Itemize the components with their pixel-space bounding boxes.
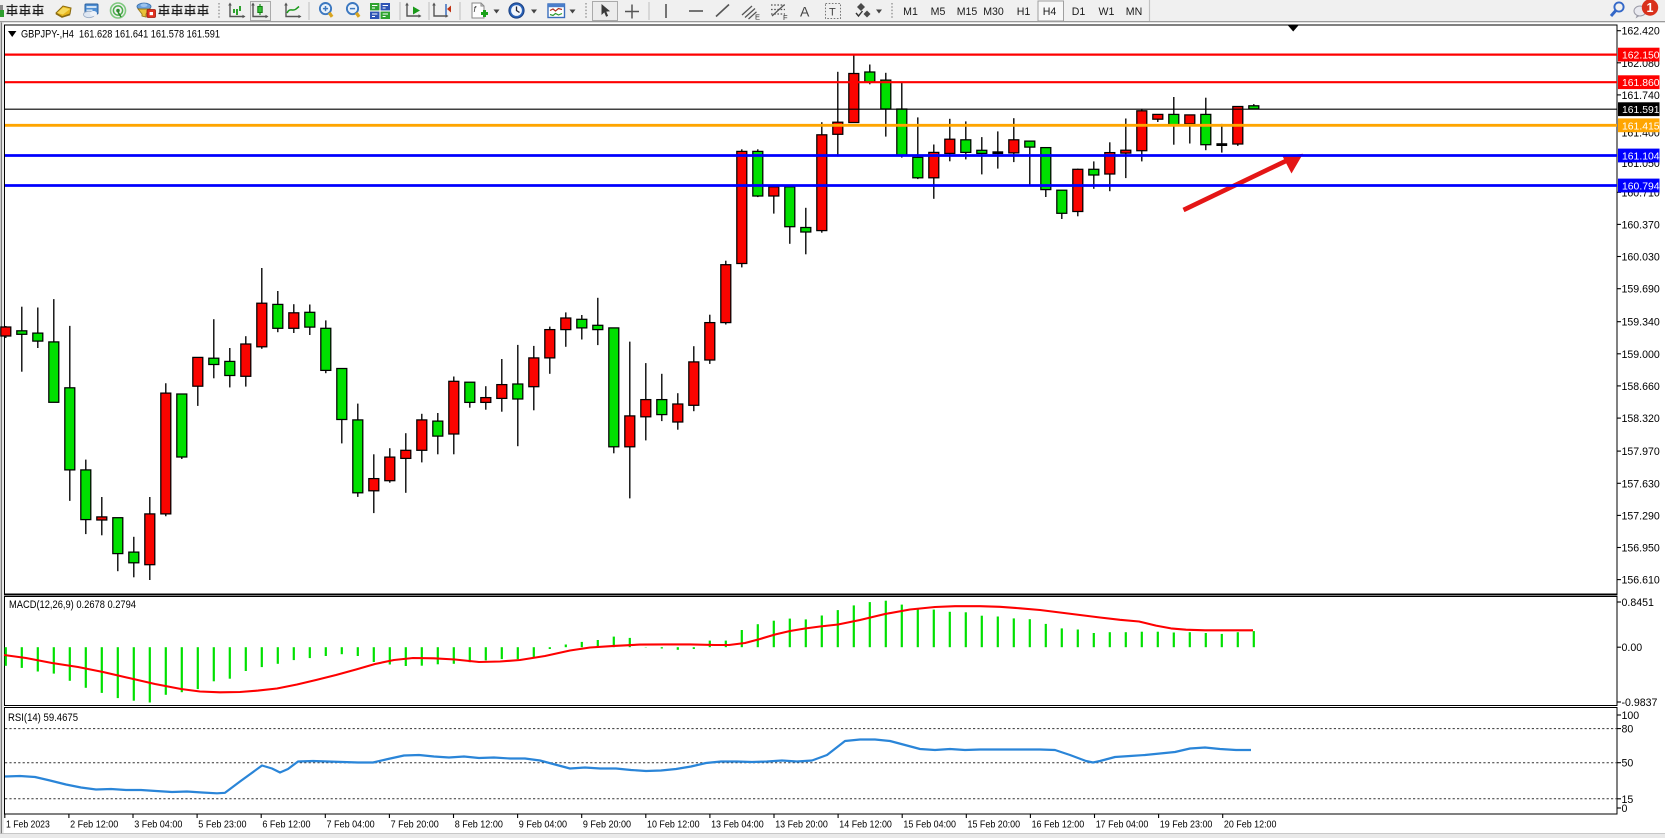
svg-text:50: 50 [1622,758,1634,770]
svg-text:5 Feb 23:00: 5 Feb 23:00 [198,820,246,831]
svg-text:f: f [474,4,478,14]
svg-text:159.690: 159.690 [1622,284,1660,296]
svg-text:6 Feb 12:00: 6 Feb 12:00 [262,820,310,831]
svg-text:T: T [829,7,836,19]
svg-text:161.740: 161.740 [1622,90,1660,102]
svg-text:9 Feb 20:00: 9 Feb 20:00 [583,820,631,831]
svg-text:3 Feb 04:00: 3 Feb 04:00 [134,820,182,831]
svg-text:M5: M5 [931,6,946,18]
svg-text:162.150: 162.150 [1622,51,1660,62]
svg-text:159.340: 159.340 [1622,317,1660,329]
svg-text:15 Feb 04:00: 15 Feb 04:00 [903,820,956,831]
svg-text:A: A [800,4,810,20]
svg-text:160.794: 160.794 [1622,182,1660,193]
svg-text:19 Feb 23:00: 19 Feb 23:00 [1160,820,1213,831]
svg-text:10 Feb 12:00: 10 Feb 12:00 [647,820,700,831]
svg-text:-0.9837: -0.9837 [1622,697,1658,709]
svg-text:160.370: 160.370 [1622,219,1660,231]
svg-text:20 Feb 12:00: 20 Feb 12:00 [1224,820,1277,831]
svg-text:161.591: 161.591 [1622,105,1660,116]
svg-text:100: 100 [1622,710,1640,722]
svg-text:159.000: 159.000 [1622,349,1660,361]
svg-text:157.630: 157.630 [1622,478,1660,490]
svg-text:0.8451: 0.8451 [1622,597,1655,609]
svg-text:M1: M1 [903,6,918,18]
svg-text:161.104: 161.104 [1622,152,1660,163]
svg-text:7 Feb 04:00: 7 Feb 04:00 [327,820,375,831]
svg-text:13 Feb 20:00: 13 Feb 20:00 [775,820,828,831]
svg-text:14 Feb 12:00: 14 Feb 12:00 [839,820,892,831]
svg-text:D1: D1 [1072,6,1086,18]
svg-text:MACD(12,26,9) 0.2678 0.2794: MACD(12,26,9) 0.2678 0.2794 [9,599,136,611]
svg-text:RSI(14) 59.4675: RSI(14) 59.4675 [8,712,78,724]
svg-text:0: 0 [1622,803,1628,815]
svg-text:W1: W1 [1099,6,1115,18]
svg-text:162.420: 162.420 [1622,26,1660,38]
svg-text:M30: M30 [983,6,1004,18]
svg-text:2 Feb 12:00: 2 Feb 12:00 [70,820,118,831]
svg-text:80: 80 [1622,724,1634,736]
svg-text:15: 15 [1622,794,1634,806]
svg-text:MN: MN [1126,6,1142,18]
svg-text:H1: H1 [1017,6,1031,18]
svg-text:157.970: 157.970 [1622,446,1660,458]
svg-text:H4: H4 [1043,6,1057,18]
svg-text:9 Feb 04:00: 9 Feb 04:00 [519,820,567,831]
svg-text:1: 1 [1647,1,1654,15]
svg-text:158.320: 158.320 [1622,413,1660,425]
svg-text:15 Feb 20:00: 15 Feb 20:00 [968,820,1021,831]
svg-text:8 Feb 12:00: 8 Feb 12:00 [455,820,503,831]
svg-text:GBPJPY-,H4 161.628 161.641 16: GBPJPY-,H4 161.628 161.641 161.578 161.5… [21,28,220,40]
svg-text:17 Feb 04:00: 17 Feb 04:00 [1096,820,1149,831]
svg-text:156.950: 156.950 [1622,543,1660,555]
svg-text:160.030: 160.030 [1622,252,1660,264]
svg-text:156.610: 156.610 [1622,575,1660,587]
svg-text:158.660: 158.660 [1622,381,1660,393]
svg-text:16 Feb 12:00: 16 Feb 12:00 [1032,820,1085,831]
svg-text:F: F [783,13,788,22]
svg-text:M15: M15 [957,6,978,18]
svg-text:161.860: 161.860 [1622,78,1660,89]
svg-text:157.290: 157.290 [1622,510,1660,522]
svg-text:13 Feb 04:00: 13 Feb 04:00 [711,820,764,831]
svg-text:7 Feb 20:00: 7 Feb 20:00 [391,820,439,831]
svg-text:161.415: 161.415 [1622,121,1660,132]
svg-text:0.00: 0.00 [1622,642,1643,654]
svg-text:E: E [755,13,760,22]
svg-text:1 Feb 2023: 1 Feb 2023 [6,820,50,831]
